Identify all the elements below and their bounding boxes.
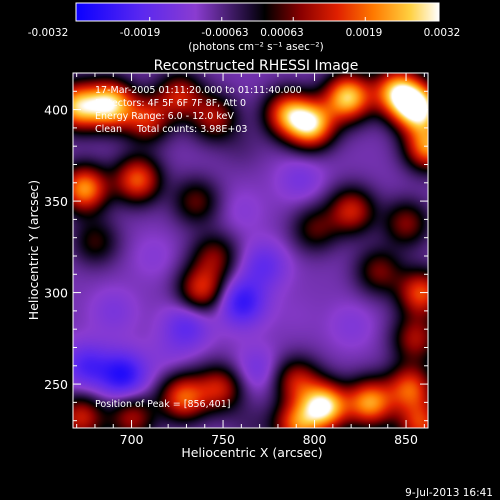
colorbar-tick-label: 0.0032	[424, 27, 461, 39]
x-tick-label: 750	[211, 432, 235, 447]
annotation-energy-range: Energy Range: 6.0 - 12.0 keV	[95, 111, 234, 122]
annotation-time-range: 17-Mar-2005 01:11:20.000 to 01:11:40.000	[95, 85, 302, 96]
axes: 700 750 800 850 250 300 350 400	[44, 72, 428, 447]
y-axis-label: Heliocentric Y (arcsec)	[26, 180, 41, 320]
colorbar-tick-label: 0.00063	[260, 27, 303, 39]
chart-title: Reconstructed RHESSI Image	[154, 58, 359, 74]
colorbar-tick-label: -0.0032	[28, 27, 69, 39]
y-tick-label: 300	[44, 286, 68, 301]
x-tick-label: 850	[394, 432, 418, 447]
y-tick-label: 250	[44, 377, 68, 392]
annotation-block: 17-Mar-2005 01:11:20.000 to 01:11:40.000…	[95, 85, 302, 410]
y-tick-label: 350	[44, 194, 68, 209]
colorbar-ticks	[75, 17, 440, 21]
colorbar: -0.0032 -0.0019 -0.00063 0.00063 0.0019 …	[28, 2, 461, 53]
x-tick-label: 800	[303, 432, 327, 447]
x-axis-label: Heliocentric X (arcsec)	[181, 445, 322, 460]
colorbar-gradient	[75, 2, 440, 22]
annotation-detectors: Detectors: 4F 5F 6F 7F 8F, Att 0	[95, 98, 246, 109]
colorbar-tick-label: -0.00063	[201, 27, 248, 39]
colorbar-units-label: (photons cm⁻² s⁻¹ asec⁻²)	[188, 41, 323, 53]
image-area	[73, 73, 428, 428]
y-tick-label: 400	[44, 103, 68, 118]
x-tick-label: 700	[120, 432, 144, 447]
plot-frame	[72, 72, 429, 429]
colorbar-tick-label: -0.0019	[120, 27, 161, 39]
footer-date: 9-Jul-2013 16:41	[405, 487, 493, 499]
heatmap-canvas	[73, 73, 428, 428]
annotation-clean-counts: Clean Total counts: 3.98E+03	[95, 124, 247, 135]
annotation-peak-position: Position of Peak = [856,401]	[95, 399, 230, 410]
colorbar-tick-label: 0.0019	[346, 27, 383, 39]
